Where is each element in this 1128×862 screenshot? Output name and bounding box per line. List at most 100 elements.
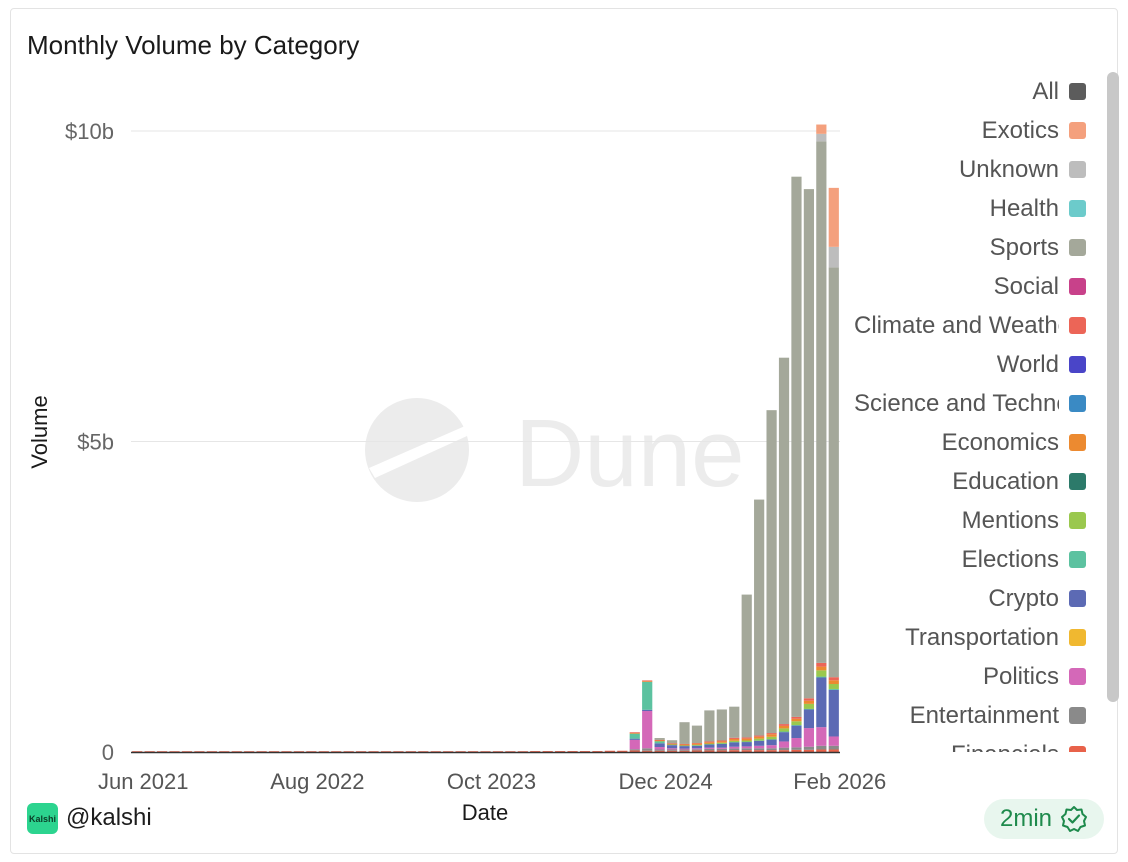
bar-segment[interactable] (318, 751, 329, 752)
bar-segment[interactable] (679, 748, 690, 750)
bar-segment[interactable] (467, 751, 479, 752)
bar-segment[interactable] (828, 688, 839, 690)
bar-segment[interactable] (778, 731, 790, 733)
legend-item[interactable]: Mentions (962, 501, 1086, 540)
bar-segment[interactable] (194, 751, 205, 752)
bar-segment[interactable] (816, 676, 827, 678)
bar-segment[interactable] (642, 750, 653, 752)
bar-segment[interactable] (816, 662, 827, 667)
bar-segment[interactable] (642, 711, 653, 749)
bar-segment[interactable] (729, 738, 740, 741)
bar-segment[interactable] (654, 747, 665, 750)
bar-segment[interactable] (691, 749, 703, 751)
bar-segment[interactable] (791, 747, 802, 750)
bar-segment[interactable] (816, 124, 827, 134)
legend-item[interactable]: Politics (983, 657, 1086, 696)
bar-segment[interactable] (642, 748, 653, 751)
bar-segment[interactable] (791, 724, 802, 726)
bar-segment[interactable] (654, 750, 665, 752)
bar-segment[interactable] (704, 741, 715, 743)
bar-segment[interactable] (629, 732, 640, 734)
bar-segment[interactable] (629, 733, 640, 739)
bar-segment[interactable] (480, 751, 491, 752)
bar-segment[interactable] (716, 750, 727, 752)
bar-segment[interactable] (654, 739, 665, 741)
bar-segment[interactable] (729, 706, 740, 738)
bar-segment[interactable] (144, 751, 155, 752)
bar-segment[interactable] (679, 743, 690, 745)
bar-segment[interactable] (766, 739, 777, 746)
bar-segment[interactable] (791, 725, 802, 739)
bar-segment[interactable] (791, 718, 802, 722)
bar-segment[interactable] (741, 746, 752, 749)
bar-segment[interactable] (542, 751, 553, 752)
bar-segment[interactable] (704, 743, 715, 745)
bar-segment[interactable] (356, 751, 367, 752)
bar-segment[interactable] (530, 751, 541, 752)
bar-segment[interactable] (405, 751, 416, 752)
bar-segment[interactable] (691, 750, 703, 752)
bar-segment[interactable] (803, 728, 815, 747)
bar-segment[interactable] (741, 738, 752, 741)
bar-segment[interactable] (816, 745, 827, 750)
bar-segment[interactable] (679, 722, 690, 744)
bar-segment[interactable] (741, 750, 752, 752)
bar-segment[interactable] (828, 246, 839, 268)
legend-item[interactable]: Transportation (905, 618, 1086, 657)
legend-item[interactable]: Economics (942, 423, 1086, 462)
bar-segment[interactable] (666, 748, 678, 750)
bar-segment[interactable] (455, 751, 466, 752)
bar-segment[interactable] (666, 743, 678, 745)
bar-segment[interactable] (766, 748, 777, 751)
bar-segment[interactable] (281, 751, 292, 752)
bar-segment[interactable] (828, 267, 839, 678)
bar-segment[interactable] (828, 684, 839, 689)
bar-segment[interactable] (741, 742, 752, 747)
bar-segment[interactable] (716, 709, 727, 741)
bar-segment[interactable] (754, 750, 765, 752)
legend-item[interactable]: Education (952, 462, 1086, 501)
bar-segment[interactable] (642, 680, 653, 682)
bar-segment[interactable] (567, 751, 578, 752)
bar-segment[interactable] (716, 743, 727, 748)
bar-segment[interactable] (816, 727, 827, 746)
refresh-badge[interactable]: 2min (984, 799, 1104, 839)
bar-segment[interactable] (791, 176, 802, 717)
bar-segment[interactable] (716, 740, 727, 742)
bar-segment[interactable] (828, 749, 839, 752)
bar-segment[interactable] (654, 749, 665, 751)
bar-segment[interactable] (729, 746, 740, 749)
bar-segment[interactable] (666, 745, 678, 749)
bar-segment[interactable] (418, 751, 429, 752)
bar-segment[interactable] (754, 736, 765, 739)
bar-segment[interactable] (766, 733, 777, 735)
bar-segment[interactable] (393, 751, 404, 752)
bar-segment[interactable] (803, 698, 815, 701)
bar-segment[interactable] (492, 751, 504, 752)
bar-segment[interactable] (343, 751, 354, 752)
bar-segment[interactable] (579, 751, 591, 752)
bar-segment[interactable] (642, 681, 653, 682)
bar-segment[interactable] (666, 750, 678, 752)
bar-segment[interactable] (231, 751, 242, 752)
bar-segment[interactable] (691, 743, 703, 745)
bar-segment[interactable] (679, 744, 690, 746)
bar-segment[interactable] (828, 736, 839, 746)
bar-segment[interactable] (629, 750, 640, 752)
bar-segment[interactable] (754, 499, 765, 736)
bar-segment[interactable] (629, 749, 640, 751)
bar-segment[interactable] (654, 738, 665, 740)
bar-segment[interactable] (679, 749, 690, 751)
bar-segment[interactable] (778, 747, 790, 751)
bar-segment[interactable] (816, 677, 827, 728)
bar-segment[interactable] (691, 742, 703, 744)
bar-segment[interactable] (816, 749, 827, 752)
bar-segment[interactable] (803, 703, 815, 709)
bar-segment[interactable] (368, 751, 379, 752)
bar-segment[interactable] (244, 751, 255, 752)
bar-segment[interactable] (766, 750, 777, 752)
bar-segment[interactable] (729, 740, 740, 743)
legend-item[interactable]: Unknown (959, 150, 1086, 189)
bar-segment[interactable] (666, 749, 678, 751)
bar-segment[interactable] (219, 751, 230, 752)
